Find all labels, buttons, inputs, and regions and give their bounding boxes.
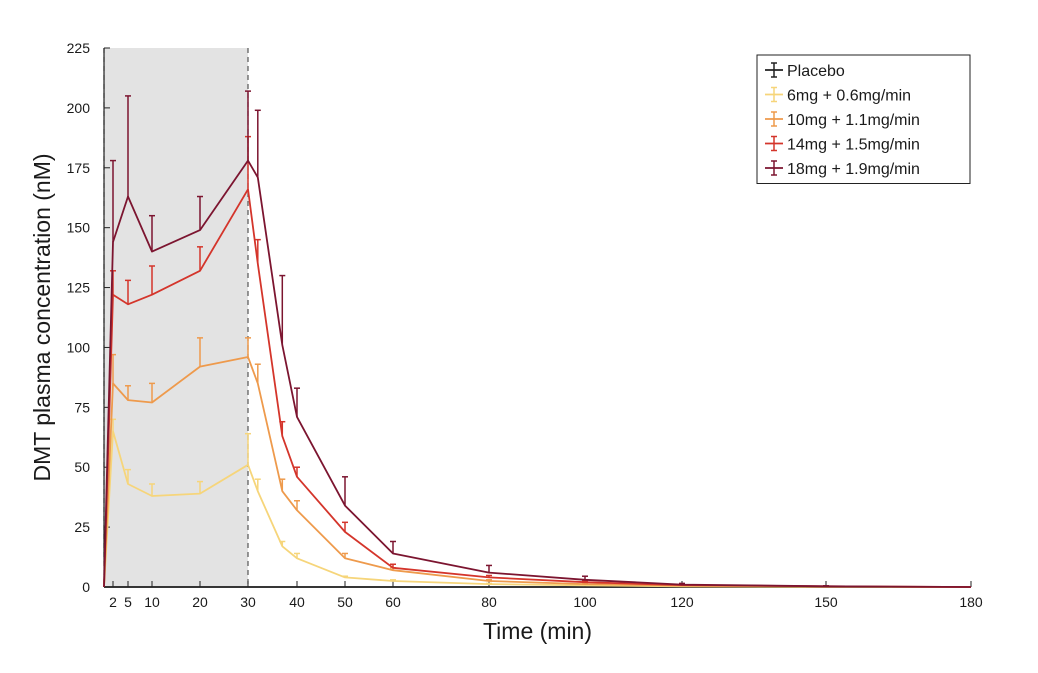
y-tick-label: 25	[74, 519, 90, 535]
x-tick-label: 120	[670, 594, 694, 610]
x-tick-label: 60	[385, 594, 401, 610]
x-tick-label: 20	[192, 594, 208, 610]
y-tick-label: 175	[67, 160, 91, 176]
y-tick-label: 75	[74, 399, 90, 415]
x-tick-label: 30	[240, 594, 256, 610]
y-tick-label: 200	[67, 100, 91, 116]
x-tick-label: 100	[573, 594, 597, 610]
legend-label: 14mg + 1.5mg/min	[787, 137, 920, 154]
legend-label: 10mg + 1.1mg/min	[787, 112, 920, 129]
legend-label: 6mg + 0.6mg/min	[787, 88, 911, 105]
x-tick-label: 40	[289, 594, 305, 610]
y-tick-label: 150	[67, 220, 91, 236]
x-tick-label: 80	[481, 594, 497, 610]
y-tick-label: 0	[82, 579, 90, 595]
x-tick-label: 50	[337, 594, 353, 610]
x-tick-label: 150	[814, 594, 838, 610]
x-tick-label: 5	[124, 594, 132, 610]
x-axis-title: Time (min)	[483, 618, 592, 644]
shaded-region	[104, 48, 248, 587]
y-tick-label: 125	[67, 280, 91, 296]
y-axis-title: DMT plasma concentration (nM)	[29, 153, 55, 481]
y-tick-label: 225	[67, 40, 91, 56]
y-tick-label: 50	[74, 459, 90, 475]
x-tick-label: 2	[109, 594, 117, 610]
x-tick-label: 180	[959, 594, 983, 610]
legend-label: Placebo	[787, 63, 845, 80]
legend-label: 18mg + 1.9mg/min	[787, 161, 920, 178]
y-tick-label: 100	[67, 339, 91, 355]
x-tick-label: 10	[144, 594, 160, 610]
